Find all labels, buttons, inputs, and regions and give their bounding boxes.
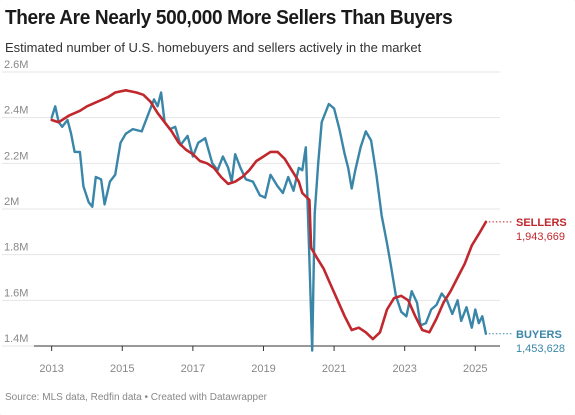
end-label-buyers: BUYERS [516,329,562,341]
x-tick-label: 2021 [322,363,346,375]
x-axis: 2013 2015 2017 2019 2021 2023 2025 [34,345,500,375]
y-tick-label: 2.6M [4,59,28,71]
series-line-sellers [50,89,488,341]
end-labels: SELLERS 1,943,669 BUYERS 1,453,628 [488,217,567,355]
end-value-buyers: 1,453,628 [516,343,565,355]
y-tick-label: 2.4M [4,105,28,117]
y-tick-label: 1.4M [4,333,28,345]
x-tick-label: 2017 [181,363,205,375]
end-value-sellers: 1,943,669 [516,231,565,243]
x-tick-label: 2025 [463,363,487,375]
x-tick-label: 2019 [251,363,275,375]
chart-title: There Are Nearly 500,000 More Sellers Th… [5,6,453,29]
end-label-sellers: SELLERS [516,217,567,229]
y-tick-label: 2M [4,196,19,208]
y-tick-label: 1.8M [4,242,28,254]
chart-subtitle: Estimated number of U.S. homebuyers and … [5,40,422,55]
x-tick-label: 2013 [39,363,63,375]
y-tick-label: 2.2M [4,150,28,162]
x-tick-label: 2023 [392,363,416,375]
grid-layer: 1.4M 1.6M 1.8M 2M 2.2M 2.4M 2.6M [2,59,500,347]
series-layer [50,89,488,352]
x-tick-label: 2015 [110,363,134,375]
y-tick-label: 1.6M [4,287,28,299]
series-line-buyers [50,91,488,352]
chart-source: Source: MLS data, Redfin data • Created … [5,392,267,403]
